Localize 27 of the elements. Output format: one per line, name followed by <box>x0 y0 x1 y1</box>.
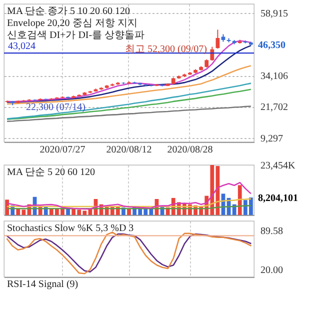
annotation: MA 단순 종가 5 10 20 60 120 <box>7 6 130 17</box>
candlestick <box>216 29 220 50</box>
line-series <box>6 65 252 105</box>
line-series <box>6 88 252 120</box>
annotation: MA 단순 5 20 60 120 <box>7 167 96 178</box>
y-tick-label: 20.00 <box>260 265 283 276</box>
text: 8,204,101 <box>258 193 298 204</box>
text: RSI-14 Signal (9) <box>7 279 78 290</box>
bar <box>238 185 242 215</box>
x-tick-label: 2020/08/12 <box>106 144 152 156</box>
annotation: 최고 52,300 (09/07) <box>125 44 207 55</box>
annotation: Envelope 20,20 중심 저항 지지 <box>7 18 138 29</box>
y-tick-label: 89.58 <box>260 226 283 237</box>
y-tick-label: 23,454K <box>260 160 296 172</box>
y-tick-label: 58,915 <box>260 8 288 20</box>
y-tick-label: 34,106 <box>260 71 288 82</box>
annotation: 신호검색 DI+가 DI-를 상향돌파 <box>7 30 145 41</box>
annotation: 22,300 (07/14) <box>26 102 86 113</box>
line-series <box>6 82 252 120</box>
annotation: Stochastics Slow %K 5,3 %D 3 <box>7 223 134 234</box>
x-tick-label: 2020/08/28 <box>167 144 213 156</box>
y-tick-label: 21,702 <box>260 102 288 114</box>
text: 46,350 <box>258 40 286 51</box>
y-tick-label: 9,297 <box>260 133 283 144</box>
x-tick-label: 2020/07/27 <box>40 144 86 156</box>
ref-line-label: 43,024 <box>8 41 36 52</box>
candlestick <box>210 46 214 62</box>
